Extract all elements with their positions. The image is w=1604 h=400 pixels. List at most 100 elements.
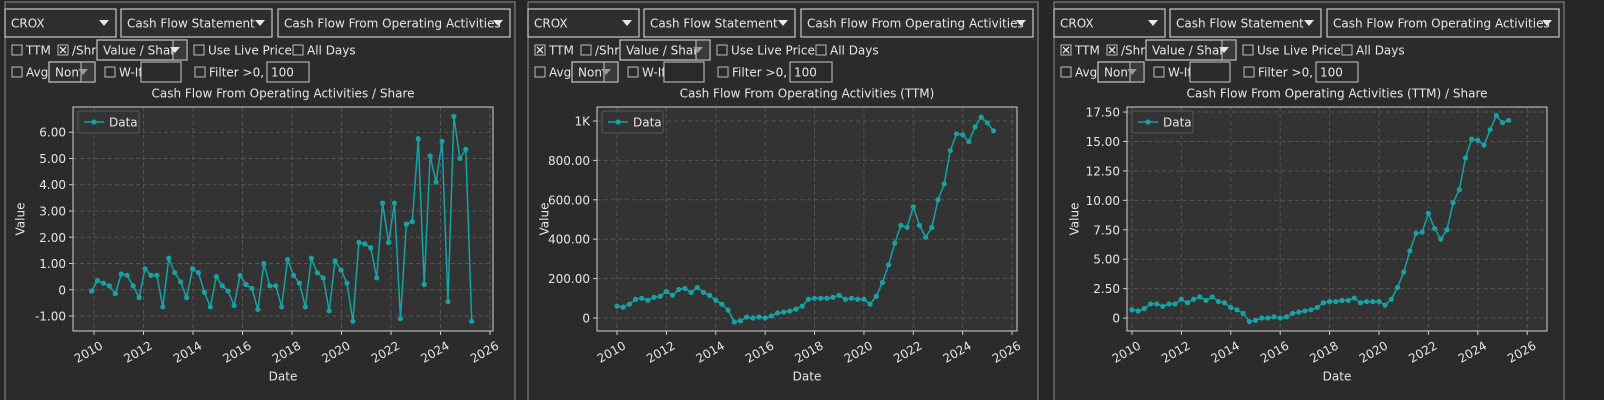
dropdown[interactable] xyxy=(800,8,1034,38)
data-point xyxy=(148,272,154,278)
dropdown-arrow xyxy=(1219,47,1229,53)
data-point xyxy=(1376,298,1382,305)
dropdown-text: Cash Flow From Operating Activities xyxy=(1333,17,1550,31)
checkbox[interactable] xyxy=(1060,66,1072,78)
data-point xyxy=(249,285,255,292)
data-point xyxy=(451,113,457,120)
checkbox-label: Filter >0, < xyxy=(1258,66,1327,80)
checkbox[interactable] xyxy=(1242,44,1254,56)
data-point xyxy=(350,318,356,324)
data-point xyxy=(421,281,427,288)
data-point xyxy=(1234,307,1240,313)
checkbox-label: Filter >0, < xyxy=(732,66,801,80)
checkbox[interactable] xyxy=(1243,66,1255,78)
text-input[interactable] xyxy=(266,61,310,83)
data-point xyxy=(886,262,892,268)
checkbox[interactable] xyxy=(104,66,116,78)
checkbox-mark xyxy=(59,46,67,54)
checkbox-label: Use Live Price xyxy=(731,44,815,58)
checkbox[interactable] xyxy=(534,66,546,78)
checkbox-label: Use Live Price xyxy=(1257,44,1341,58)
checkbox[interactable] xyxy=(580,44,592,56)
checkbox[interactable] xyxy=(1153,66,1165,78)
x-axis-label: Date xyxy=(1323,370,1352,384)
data-point xyxy=(1475,137,1481,143)
data-point xyxy=(793,306,799,312)
data-point xyxy=(189,266,196,272)
data-point xyxy=(1302,308,1308,314)
text-input[interactable] xyxy=(1315,61,1359,83)
checkbox[interactable] xyxy=(716,44,728,56)
data-point xyxy=(731,319,737,325)
data-point xyxy=(433,179,439,185)
data-point xyxy=(1166,301,1172,307)
dropdown[interactable] xyxy=(1326,8,1560,38)
data-point xyxy=(362,241,368,247)
dropdown[interactable] xyxy=(4,8,117,38)
data-point xyxy=(1339,297,1345,303)
data-point xyxy=(774,310,781,316)
data-point xyxy=(762,315,768,321)
dropdown[interactable] xyxy=(277,8,511,38)
data-point xyxy=(160,304,166,310)
dropdown[interactable] xyxy=(1169,8,1322,38)
dropdown[interactable] xyxy=(643,8,796,38)
checkbox[interactable] xyxy=(292,44,304,56)
y-tick-label: 2.50 xyxy=(1093,282,1120,296)
data-point xyxy=(1252,317,1259,324)
text-input[interactable] xyxy=(663,61,705,83)
data-point xyxy=(136,295,142,301)
data-point xyxy=(861,296,867,302)
checkbox[interactable] xyxy=(627,66,639,78)
data-point xyxy=(879,279,886,286)
data-point xyxy=(1129,307,1135,313)
legend-label: Data xyxy=(633,116,662,130)
dropdown[interactable] xyxy=(527,8,640,38)
y-tick-label: 7.50 xyxy=(1093,223,1120,237)
dropdown-arrow xyxy=(1127,69,1137,75)
data-point xyxy=(910,204,916,210)
data-point xyxy=(706,292,713,298)
x-axis-label: Date xyxy=(269,370,298,384)
data-point xyxy=(427,153,433,159)
data-point xyxy=(172,270,178,276)
data-point xyxy=(403,221,409,227)
checkbox[interactable] xyxy=(11,66,23,78)
dropdown-text: Non xyxy=(55,66,79,80)
data-point xyxy=(1178,296,1184,302)
checkbox-label: Filter >0, < xyxy=(209,66,278,80)
checkbox[interactable] xyxy=(1341,44,1353,56)
data-point xyxy=(805,296,811,302)
dropdown-arrow xyxy=(493,20,503,26)
data-point xyxy=(1425,210,1432,216)
data-point xyxy=(1388,296,1394,302)
data-point xyxy=(1481,142,1487,148)
legend-swatch-marker xyxy=(91,119,97,125)
legend-label: Data xyxy=(109,116,138,130)
checkbox[interactable] xyxy=(815,44,827,56)
checkbox[interactable] xyxy=(194,66,206,78)
data-point xyxy=(978,114,984,120)
chart-title: Cash Flow From Operating Activities (TTM… xyxy=(680,87,935,101)
data-point xyxy=(231,302,237,309)
plot-frame xyxy=(596,106,1018,332)
checkbox[interactable] xyxy=(11,44,23,56)
dropdown[interactable] xyxy=(120,8,273,38)
text-input[interactable] xyxy=(1189,61,1231,83)
dropdown-arrow xyxy=(622,20,632,26)
data-point xyxy=(990,128,997,134)
data-point xyxy=(1456,187,1462,193)
data-point xyxy=(1407,248,1413,254)
y-tick-label: 600.00 xyxy=(548,193,590,207)
checkbox-label: /Shr xyxy=(1121,44,1145,58)
checkbox[interactable] xyxy=(717,66,729,78)
text-input[interactable] xyxy=(789,61,833,83)
text-input[interactable] xyxy=(140,61,182,83)
checkbox[interactable] xyxy=(193,44,205,56)
data-point xyxy=(768,313,774,319)
data-point xyxy=(1296,309,1302,315)
data-point xyxy=(374,275,380,281)
dropdown[interactable] xyxy=(1053,8,1166,38)
checkbox-label: Use Live Price xyxy=(208,44,292,58)
data-point xyxy=(457,155,463,162)
